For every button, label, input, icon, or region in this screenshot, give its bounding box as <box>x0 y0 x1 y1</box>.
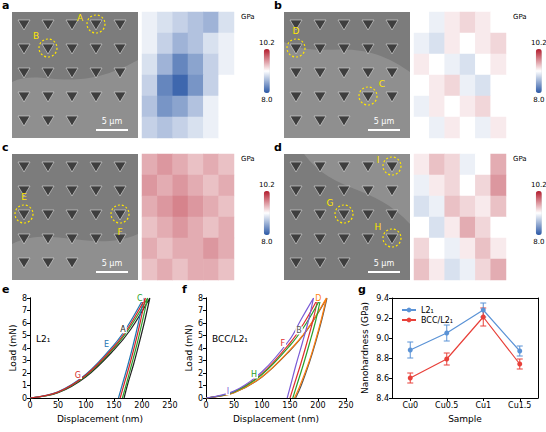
svg-text:D: D <box>293 26 300 36</box>
svg-text:E: E <box>21 192 27 202</box>
svg-text:a: a <box>2 0 9 12</box>
svg-text:5: 5 <box>22 331 27 340</box>
svg-text:D: D <box>315 294 321 303</box>
svg-text:100: 100 <box>78 401 93 410</box>
svg-text:GPa: GPa <box>513 13 527 21</box>
svg-text:Displacement (nm): Displacement (nm) <box>233 414 319 424</box>
svg-text:5 μm: 5 μm <box>374 117 395 126</box>
svg-text:G: G <box>327 198 334 208</box>
svg-text:8: 8 <box>198 294 203 303</box>
svg-text:7: 7 <box>22 306 27 315</box>
svg-text:100: 100 <box>254 401 269 410</box>
svg-text:1: 1 <box>22 381 27 390</box>
svg-text:f: f <box>182 283 187 296</box>
svg-text:Load (mN): Load (mN) <box>184 325 194 372</box>
svg-text:9.2: 9.2 <box>376 314 389 323</box>
svg-text:E: E <box>104 340 109 349</box>
svg-text:9.4: 9.4 <box>376 294 389 303</box>
svg-text:50: 50 <box>53 401 63 410</box>
svg-text:Cu0.5: Cu0.5 <box>435 401 458 410</box>
svg-text:2: 2 <box>22 369 27 378</box>
svg-text:0: 0 <box>27 401 32 410</box>
svg-text:5 μm: 5 μm <box>102 117 123 126</box>
svg-text:5: 5 <box>198 331 203 340</box>
svg-text:Nanohardness (GPa): Nanohardness (GPa) <box>360 302 370 394</box>
svg-text:5 μm: 5 μm <box>102 259 123 268</box>
svg-text:L2₁: L2₁ <box>36 334 51 344</box>
svg-text:8.0: 8.0 <box>533 238 544 246</box>
svg-text:b: b <box>274 0 282 12</box>
svg-text:g: g <box>358 283 366 296</box>
svg-text:B: B <box>296 326 302 335</box>
svg-text:8.8: 8.8 <box>376 354 389 363</box>
svg-text:Cu0: Cu0 <box>402 401 418 410</box>
svg-text:7: 7 <box>198 306 203 315</box>
svg-text:A: A <box>120 325 126 334</box>
svg-text:L2₁: L2₁ <box>421 306 434 315</box>
svg-text:3: 3 <box>198 356 203 365</box>
svg-text:0: 0 <box>198 394 203 403</box>
svg-text:3: 3 <box>22 356 27 365</box>
svg-text:Cu1: Cu1 <box>475 401 491 410</box>
svg-text:0: 0 <box>22 394 27 403</box>
svg-text:Load (mN): Load (mN) <box>8 325 18 372</box>
svg-text:8.6: 8.6 <box>376 374 389 383</box>
svg-text:10.2: 10.2 <box>531 181 546 189</box>
svg-text:C: C <box>137 294 143 303</box>
svg-text:8.0: 8.0 <box>261 96 272 104</box>
svg-text:8.0: 8.0 <box>261 238 272 246</box>
svg-text:F: F <box>280 339 285 348</box>
svg-text:2: 2 <box>198 369 203 378</box>
svg-text:150: 150 <box>282 401 297 410</box>
svg-text:Sample: Sample <box>448 414 482 424</box>
svg-text:Cu1.5: Cu1.5 <box>508 401 531 410</box>
svg-text:GPa: GPa <box>241 155 255 163</box>
svg-text:200: 200 <box>310 401 325 410</box>
svg-text:10.2: 10.2 <box>259 39 275 47</box>
svg-text:8.4: 8.4 <box>376 394 389 403</box>
svg-text:9.0: 9.0 <box>376 334 389 343</box>
svg-text:10.2: 10.2 <box>259 181 275 189</box>
svg-text:50: 50 <box>229 401 239 410</box>
svg-text:6: 6 <box>22 319 27 328</box>
svg-text:8.0: 8.0 <box>533 96 544 104</box>
svg-text:0: 0 <box>203 401 208 410</box>
svg-text:200: 200 <box>134 401 149 410</box>
svg-text:C: C <box>379 79 385 89</box>
svg-text:GPa: GPa <box>241 13 255 21</box>
svg-text:A: A <box>77 13 84 23</box>
svg-text:150: 150 <box>106 401 121 410</box>
svg-text:5 μm: 5 μm <box>374 259 395 268</box>
svg-text:10.2: 10.2 <box>531 39 546 47</box>
svg-text:GPa: GPa <box>513 155 527 163</box>
svg-text:H: H <box>375 222 382 232</box>
svg-text:c: c <box>2 141 9 154</box>
svg-text:8: 8 <box>22 294 27 303</box>
svg-text:250: 250 <box>338 401 353 410</box>
svg-text:BCC/L2₁: BCC/L2₁ <box>421 316 453 325</box>
svg-text:BCC/L2₁: BCC/L2₁ <box>212 334 248 344</box>
svg-text:H: H <box>251 370 257 379</box>
svg-text:B: B <box>33 31 39 41</box>
svg-text:I: I <box>227 387 229 396</box>
svg-text:F: F <box>117 227 122 237</box>
svg-text:4: 4 <box>198 344 203 353</box>
svg-text:G: G <box>75 371 81 380</box>
svg-text:250: 250 <box>162 401 177 410</box>
svg-text:1: 1 <box>198 381 203 390</box>
svg-text:I: I <box>377 155 380 165</box>
svg-text:Displacement (nm): Displacement (nm) <box>57 414 143 424</box>
svg-text:d: d <box>274 141 282 154</box>
svg-text:6: 6 <box>198 319 203 328</box>
svg-text:e: e <box>2 283 9 296</box>
svg-text:4: 4 <box>22 344 27 353</box>
